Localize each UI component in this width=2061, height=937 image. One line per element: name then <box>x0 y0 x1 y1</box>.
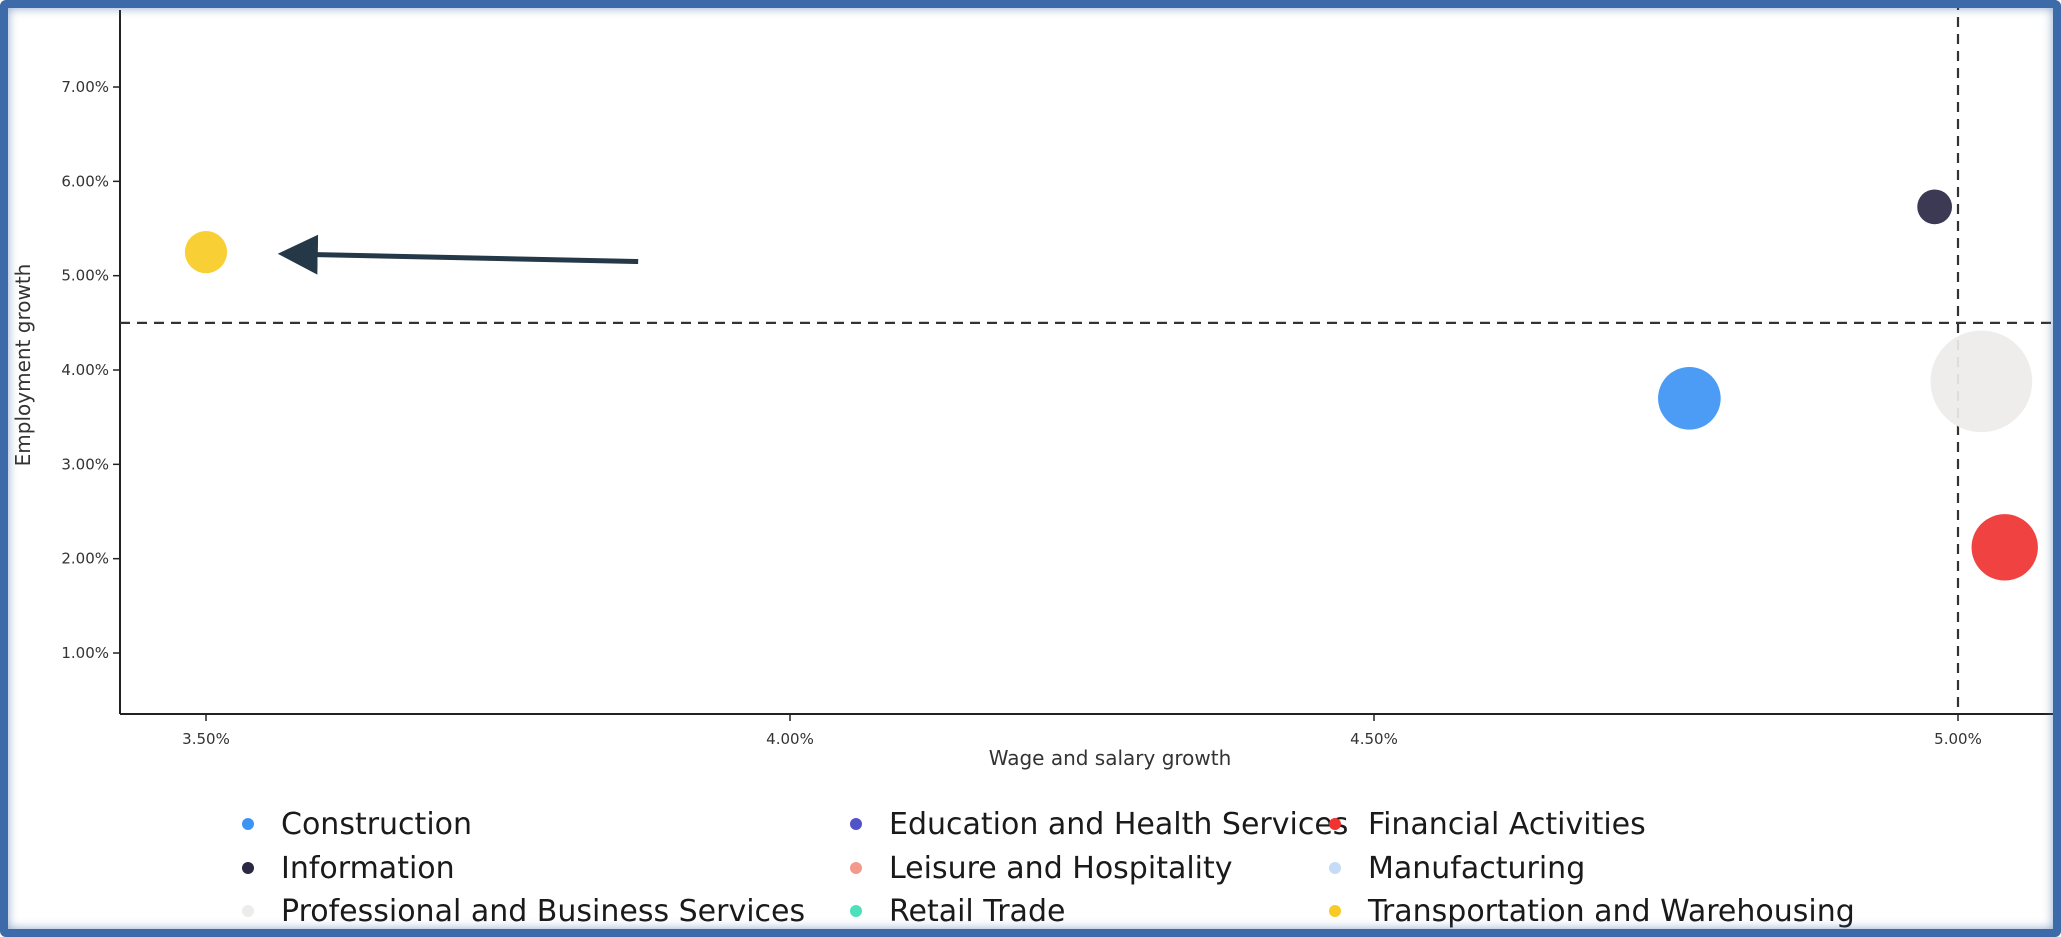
legend-label: Manufacturing <box>1368 851 1585 886</box>
legend-label: Retail Trade <box>889 894 1065 929</box>
y-tick-label: 4.00% <box>61 361 109 379</box>
legend-label: Professional and Business Services <box>281 894 805 929</box>
x-tick-label: 5.00% <box>1934 730 1982 748</box>
data-point-transportation-and-warehousing <box>184 231 228 274</box>
legend: Construction Information Professional and … <box>242 807 1855 929</box>
legend-label: Leisure and Hospitality <box>889 851 1233 886</box>
legend-swatch <box>850 862 862 874</box>
data-point-financial-activities <box>1971 514 2038 581</box>
x-axis-title: Wage and salary growth <box>989 746 1232 770</box>
x-tick-label: 4.00% <box>766 730 814 748</box>
legend-swatch <box>850 818 862 830</box>
data-point-professional-and-business-services <box>1930 330 2033 433</box>
legend-label: Information <box>281 851 455 886</box>
y-axis-title: Employment growth <box>11 264 35 467</box>
legend-label: Education and Health Services <box>889 807 1348 842</box>
y-tick-label: 6.00% <box>61 172 109 190</box>
annotation-arrow <box>277 234 639 275</box>
legend-label: Construction <box>281 807 472 842</box>
y-tick-label: 3.00% <box>61 455 109 473</box>
axes: 3.50%4.00%4.50%5.00%5.50%6.00%6.50%1.00%… <box>61 0 2061 748</box>
y-tick-label: 7.00% <box>61 78 109 96</box>
legend-label: Transportation and Warehousing <box>1367 894 1855 929</box>
legend-swatch <box>1329 818 1341 830</box>
data-points <box>184 189 2038 581</box>
data-point-construction <box>1658 366 1721 430</box>
annotation-arrows <box>277 234 639 275</box>
legend-swatch <box>242 905 254 917</box>
x-tick-label: 3.50% <box>182 730 230 748</box>
legend-swatch <box>1329 905 1341 917</box>
y-tick-label: 1.00% <box>61 644 109 662</box>
legend-swatch <box>242 862 254 874</box>
y-tick-label: 5.00% <box>61 267 109 285</box>
legend-swatch <box>850 905 862 917</box>
y-tick-label: 2.00% <box>61 550 109 568</box>
legend-swatch <box>1329 862 1341 874</box>
data-point-information <box>1917 189 1953 225</box>
legend-swatch <box>242 818 254 830</box>
legend-label: Financial Activities <box>1368 807 1646 842</box>
x-tick-label: 4.50% <box>1350 730 1398 748</box>
